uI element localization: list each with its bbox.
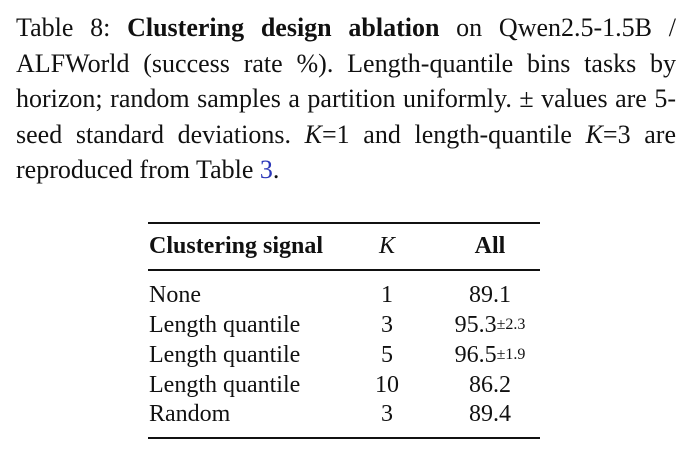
cell-text: Random xyxy=(149,401,231,427)
cell-text: 3 xyxy=(381,312,393,338)
cell-text: 1 xyxy=(381,282,393,308)
mid-rule xyxy=(148,269,540,271)
caption-text: =1 and length-quantile xyxy=(321,119,586,149)
cell-text: 86.2 xyxy=(469,372,511,398)
cell-text: 10 xyxy=(375,372,399,398)
table-cell: Length quantile xyxy=(149,370,300,400)
cell-text: 96.5 xyxy=(454,342,497,368)
caption: Table 8: Clustering design ablation on Q… xyxy=(16,10,676,188)
std-dev: ±2.3 xyxy=(496,316,526,333)
std-dev: ±1.9 xyxy=(496,346,526,363)
caption-text: K xyxy=(585,119,603,149)
caption-text: . xyxy=(272,155,280,184)
caption-text: =3 are reproduced from Table xyxy=(16,119,676,185)
cell-text: 5 xyxy=(381,342,393,368)
cell-text: None xyxy=(149,282,201,308)
cell-text: Length quantile xyxy=(149,342,301,368)
table-cell: Length quantile xyxy=(149,340,300,370)
table-cell: Length quantile xyxy=(149,310,300,340)
cell-text: Length quantile xyxy=(149,312,301,338)
cell-text: 89.4 xyxy=(469,401,511,427)
table-cell: None xyxy=(149,280,201,310)
bottom-rule xyxy=(148,437,540,439)
cell-text: 89.1 xyxy=(469,282,511,308)
caption-text: Table 8: xyxy=(16,13,128,42)
caption-text: K xyxy=(304,119,322,149)
top-rule xyxy=(148,222,540,224)
cell-text: 95.3 xyxy=(454,312,497,338)
cell-text: 3 xyxy=(381,401,393,427)
table-cell: Random xyxy=(149,399,230,429)
header-cell: Clustering signal xyxy=(149,233,324,259)
caption-text: 3 xyxy=(259,155,273,184)
cell-text: Length quantile xyxy=(149,372,301,398)
caption-text: on Qwen2.5-1.5B / ALFWorld (success rate… xyxy=(16,13,676,149)
caption-text: Clustering design ablation xyxy=(127,13,440,42)
